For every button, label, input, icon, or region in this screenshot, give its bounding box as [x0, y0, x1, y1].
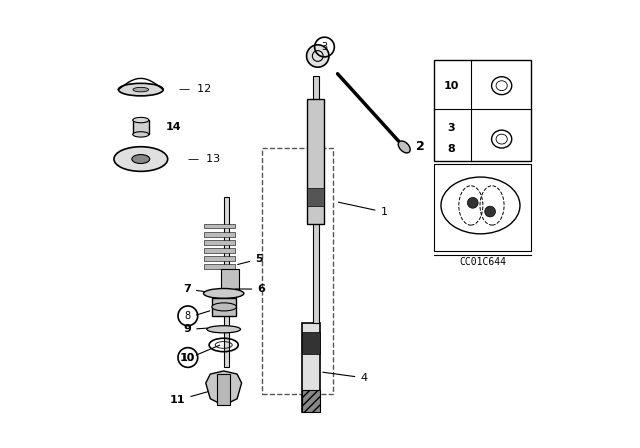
Ellipse shape: [133, 87, 148, 92]
Polygon shape: [206, 371, 242, 405]
Bar: [224, 197, 229, 367]
Bar: [302, 390, 320, 412]
Ellipse shape: [212, 303, 236, 311]
Bar: [314, 76, 319, 323]
Ellipse shape: [207, 326, 241, 333]
Circle shape: [307, 45, 329, 67]
Text: 8: 8: [448, 144, 456, 154]
Bar: [212, 298, 236, 316]
Ellipse shape: [204, 289, 244, 298]
Text: 9: 9: [184, 324, 207, 334]
Text: 1: 1: [339, 202, 387, 217]
Circle shape: [484, 206, 495, 217]
Ellipse shape: [132, 117, 149, 123]
Bar: [204, 240, 235, 245]
Bar: [132, 120, 149, 134]
Bar: [221, 269, 239, 296]
Text: CC01C644: CC01C644: [459, 257, 506, 267]
Text: 2: 2: [417, 140, 425, 153]
Bar: [435, 60, 531, 161]
Text: 3: 3: [448, 123, 456, 133]
Polygon shape: [302, 323, 320, 412]
Bar: [307, 99, 324, 224]
Ellipse shape: [118, 83, 163, 96]
Bar: [204, 224, 235, 228]
Bar: [204, 248, 235, 253]
Text: 4: 4: [323, 372, 367, 383]
Bar: [204, 256, 235, 261]
Text: 6: 6: [236, 284, 265, 294]
Text: —  12: — 12: [179, 84, 211, 94]
Text: 14: 14: [165, 122, 181, 132]
Bar: [307, 188, 324, 206]
Ellipse shape: [132, 132, 149, 137]
Ellipse shape: [398, 141, 410, 153]
Text: 8: 8: [185, 311, 191, 321]
Ellipse shape: [132, 155, 150, 164]
Text: 10: 10: [180, 353, 196, 362]
Text: 7: 7: [184, 284, 205, 294]
Text: 5: 5: [237, 254, 262, 264]
Text: —  13: — 13: [188, 154, 220, 164]
Text: 10: 10: [444, 81, 460, 90]
Bar: [204, 232, 235, 237]
Bar: [302, 332, 320, 354]
Ellipse shape: [114, 147, 168, 171]
Text: 10: 10: [182, 353, 194, 362]
Bar: [204, 264, 235, 269]
Bar: [435, 164, 531, 251]
Bar: [217, 374, 230, 405]
Text: 11: 11: [170, 391, 212, 405]
Circle shape: [467, 198, 478, 208]
Text: 3: 3: [321, 42, 328, 52]
